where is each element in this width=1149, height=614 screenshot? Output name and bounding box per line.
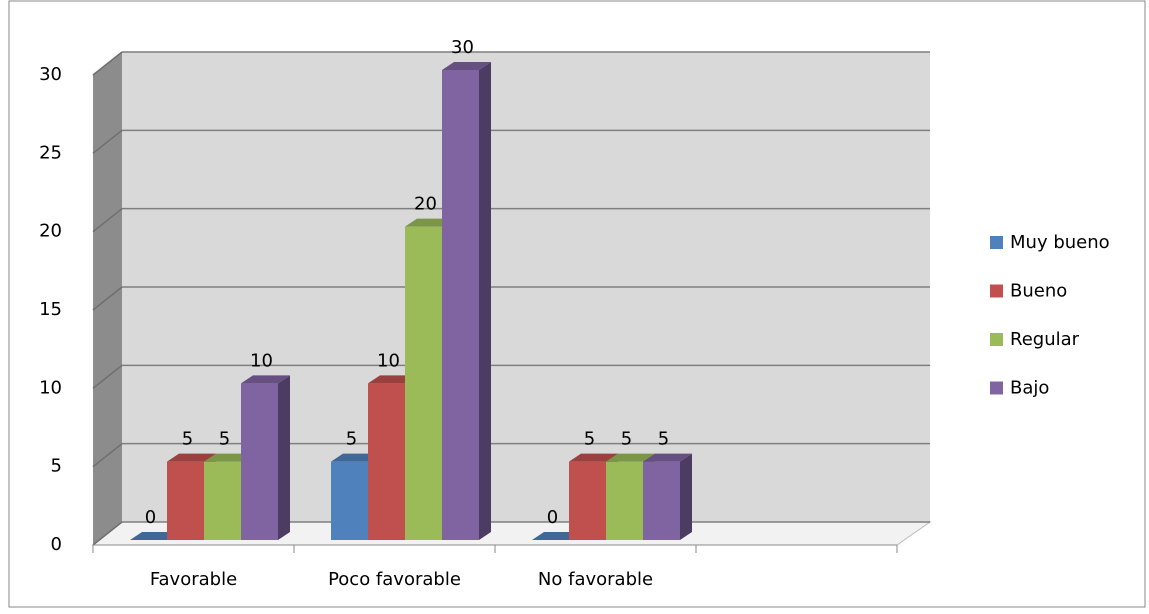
grid-line xyxy=(92,521,123,546)
bar xyxy=(442,70,479,540)
value-label: 20 xyxy=(414,194,437,215)
bar xyxy=(204,461,241,540)
bar-top xyxy=(643,453,692,462)
value-label: 0 xyxy=(547,507,558,528)
y-tick-label: 30 xyxy=(39,64,62,85)
bar-top xyxy=(130,532,179,540)
bar xyxy=(606,461,643,540)
legend-label: Bueno xyxy=(1010,281,1067,302)
bar-side xyxy=(479,62,491,540)
value-label: 10 xyxy=(377,350,400,371)
bar-top xyxy=(204,453,253,462)
legend-label: Bajo xyxy=(1010,378,1049,399)
x-tick-label: Favorable xyxy=(150,569,237,590)
legend-swatch xyxy=(990,284,1003,298)
value-label: 30 xyxy=(451,37,474,58)
bar-top xyxy=(569,453,618,462)
legend-swatch xyxy=(990,333,1003,346)
y-tick-label: 5 xyxy=(51,456,62,477)
bar xyxy=(368,383,405,540)
value-label: 5 xyxy=(584,429,595,450)
y-tick-label: 15 xyxy=(39,299,62,320)
value-label: 5 xyxy=(346,429,357,450)
bar xyxy=(405,226,442,540)
bar xyxy=(241,383,278,540)
grid-line xyxy=(92,51,123,76)
y-tick-label: 25 xyxy=(39,142,62,163)
grid-line xyxy=(92,364,123,389)
legend-label: Muy bueno xyxy=(1010,232,1110,253)
bar-side xyxy=(278,375,290,540)
value-label: 0 xyxy=(145,507,156,528)
grid-line xyxy=(92,129,123,154)
y-tick-label: 20 xyxy=(39,221,62,242)
legend-swatch xyxy=(990,236,1003,249)
bar-top xyxy=(331,453,380,462)
bar-top xyxy=(167,453,216,462)
grid-line xyxy=(92,443,123,468)
x-tick-label: Poco favorable xyxy=(328,569,461,590)
legend-label: Regular xyxy=(1010,329,1080,350)
value-label: 5 xyxy=(658,429,669,450)
bar-top xyxy=(368,375,417,384)
bar-side xyxy=(680,453,692,540)
value-label: 5 xyxy=(621,429,632,450)
x-tick-label: No favorable xyxy=(538,569,653,590)
bar-top xyxy=(606,453,655,462)
value-label: 5 xyxy=(182,429,193,450)
bar xyxy=(167,461,204,540)
bar xyxy=(643,461,680,540)
legend-swatch xyxy=(990,381,1003,395)
bar xyxy=(331,461,368,540)
bar-top xyxy=(442,62,491,70)
grid-line xyxy=(92,286,123,311)
grid-line xyxy=(92,208,123,233)
bar-top xyxy=(405,218,454,227)
y-tick-label: 10 xyxy=(39,377,62,398)
value-label: 5 xyxy=(219,429,230,450)
bar-top xyxy=(532,532,581,540)
bar xyxy=(569,461,606,540)
bar-top xyxy=(241,375,290,384)
value-label: 10 xyxy=(250,350,273,371)
y-tick-label: 0 xyxy=(51,534,62,555)
